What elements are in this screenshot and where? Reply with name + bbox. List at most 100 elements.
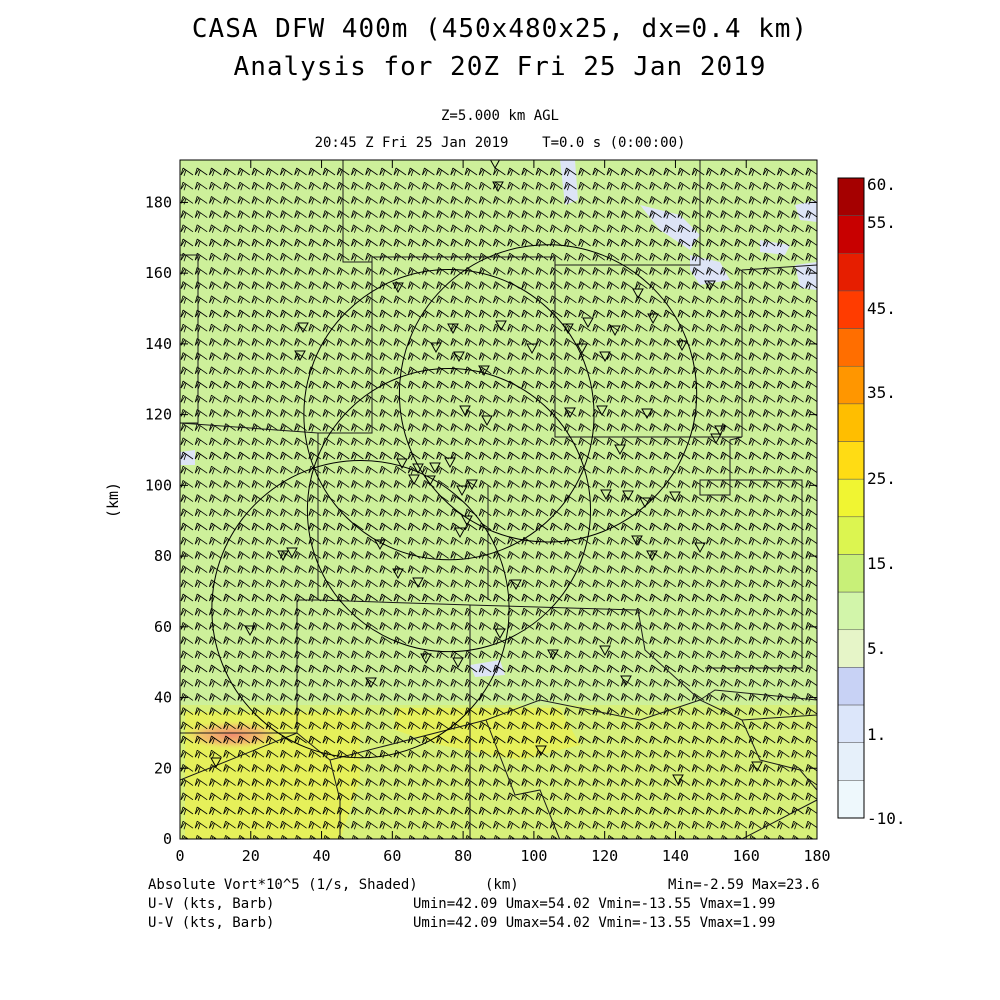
colorbar-swatch: [837, 403, 865, 442]
station-marker: [495, 320, 507, 332]
station-marker: [392, 568, 404, 580]
colorbar-swatch: [837, 365, 865, 405]
colorbar-label: 55.: [867, 213, 896, 232]
station-marker: [412, 463, 424, 475]
colorbar-swatch: [837, 328, 865, 367]
station-marker: [478, 365, 490, 377]
radar-ring: [211, 459, 510, 759]
y-tick-label: 20: [154, 759, 172, 777]
colorbar-swatch: [837, 780, 865, 819]
colorbar-label: 1.: [867, 725, 886, 744]
level-label: Z=5.000 km AGL: [440, 108, 559, 124]
station-marker: [609, 325, 621, 337]
station-marker: [374, 539, 386, 551]
station-marker: [647, 313, 659, 325]
radar-ring: [303, 269, 595, 561]
wind-label-2: U-V (kts, Barb): [148, 915, 275, 931]
x-axis: 0 20 40 60 80 100 120 140 160 180: [175, 160, 831, 865]
wind-barbs: [180, 167, 817, 839]
station-marker: [430, 342, 442, 354]
radar-ring: [398, 244, 698, 543]
station-marker: [412, 577, 424, 589]
y-tick-label: 80: [154, 547, 172, 565]
station-marker: [424, 475, 436, 487]
colorbar-swatch: [837, 177, 865, 216]
x-tick-label: 0: [175, 847, 184, 865]
y-tick-label: 180: [145, 193, 172, 211]
station-marker: [489, 160, 501, 170]
colorbar-swatch: [837, 554, 865, 593]
radar-ring: [306, 368, 592, 653]
field-max-spot: [182, 721, 282, 749]
station-marker: [492, 181, 504, 193]
station-marker: [210, 757, 222, 769]
station-marker: [429, 462, 441, 474]
y-tick-label: 140: [145, 335, 172, 353]
station-marker: [672, 774, 684, 786]
colorbar-swatch: [837, 742, 865, 781]
y-tick-label: 40: [154, 689, 172, 707]
colorbar-swatch: [837, 290, 865, 329]
colorbar-frame: [837, 177, 865, 819]
station-marker: [365, 677, 377, 689]
station-marker: [444, 457, 456, 469]
station-marker: [614, 444, 626, 456]
colorbar-swatch: [837, 516, 865, 555]
chart-subtitle: Analysis for 20Z Fri 25 Jan 2019: [233, 52, 767, 82]
station-marker: [392, 282, 404, 294]
colorbar-swatch: [837, 667, 865, 706]
colorbar-swatch: [837, 629, 865, 668]
station-marker: [669, 491, 681, 503]
county-boundaries: [180, 160, 817, 839]
station-marker: [481, 415, 493, 427]
x-tick-label: 40: [313, 847, 331, 865]
station-marker: [599, 351, 611, 363]
station-marker: [646, 550, 658, 562]
station-marker: [452, 657, 464, 669]
x-tick-label: 180: [803, 847, 830, 865]
station-marker: [639, 497, 651, 509]
field-label: Absolute Vort*10^5 (1/s, Shaded): [148, 877, 418, 893]
colorbar-label: 45.: [867, 299, 896, 318]
station-marker: [456, 485, 468, 497]
colorbar-label: 15.: [867, 554, 896, 573]
x-tick-label: 140: [662, 847, 689, 865]
time-label: 20:45 Z Fri 25 Jan 2019 T=0.0 s (0:00:00…: [314, 135, 686, 151]
station-marker: [420, 653, 432, 665]
x-tick-label: 20: [242, 847, 260, 865]
station-marker: [535, 745, 547, 757]
plot-frame: [179, 159, 818, 840]
y-axis-label: (km): [104, 482, 122, 518]
min-max-label: Min=-2.59 Max=23.6: [668, 877, 820, 893]
station-marker: [562, 323, 574, 335]
station-marker: [600, 489, 612, 501]
colorbar-label: 5.: [867, 639, 886, 658]
colorbar-swatch: [837, 704, 865, 743]
station-marker: [277, 550, 289, 562]
station-marker: [704, 280, 716, 292]
station-marker: [596, 405, 608, 417]
y-tick-label: 100: [145, 476, 172, 494]
station-marker: [710, 433, 722, 445]
colorbar-swatch: [837, 215, 865, 254]
station-marker: [694, 542, 706, 554]
station-markers: [210, 160, 763, 786]
station-marker: [453, 351, 465, 363]
station-marker: [576, 343, 588, 355]
station-marker: [751, 761, 763, 773]
station-marker: [459, 405, 471, 417]
station-marker: [676, 340, 688, 352]
colorbar: 60. 55. 45. 35. 25. 15. 5. 1. -10.: [837, 175, 906, 828]
colorbar-label: 60.: [867, 175, 896, 194]
colorbar-swatch: [837, 591, 865, 631]
x-tick-label: 160: [733, 847, 760, 865]
station-marker: [631, 535, 643, 547]
colorbar-swatch: [837, 478, 865, 518]
station-marker: [547, 649, 559, 661]
station-marker: [447, 323, 459, 335]
colorbar-label: 25.: [867, 469, 896, 488]
station-marker: [294, 350, 306, 362]
colorbar-swatch: [837, 441, 865, 480]
colorbar-label: -10.: [867, 809, 906, 828]
y-tick-label: 0: [163, 830, 172, 848]
